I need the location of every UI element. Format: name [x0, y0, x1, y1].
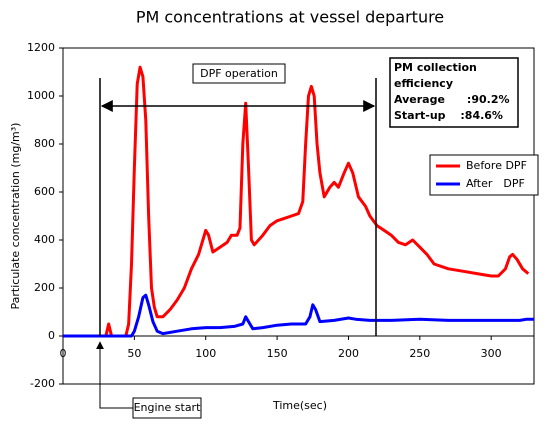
x-tick-label: 0 [60, 347, 67, 360]
y-axis-label: Particulate concentration (mg/m³) [9, 123, 22, 310]
dpf-box [192, 63, 286, 84]
engine-start-label: Engine start [134, 401, 202, 414]
y-tick-label: 800 [34, 137, 55, 150]
y-tick-label: 600 [34, 185, 55, 198]
y-tick-label: 200 [34, 281, 55, 294]
x-tick-label: 50 [127, 347, 141, 360]
y-tick-label: 1000 [27, 89, 55, 102]
chart-title: PM concentrations at vessel departure [136, 8, 444, 27]
y-tick-label: 1200 [27, 41, 55, 54]
x-tick-label: 150 [267, 347, 288, 360]
legend-label: After DPF [466, 177, 525, 190]
x-tick-label: 300 [481, 347, 502, 360]
plot: -200 0 200 400 600 800 1000 1200 0 50 100 150 200 250… [27, 41, 534, 390]
efficiency-average: Average :90.2% [394, 93, 510, 106]
efficiency-box [389, 57, 519, 128]
legend-items: Before DPF After DPF [436, 159, 527, 190]
dpf-label: DPF operation [200, 67, 278, 80]
efficiency-title: PM collection efficiency [394, 61, 477, 90]
y-tick-label: 400 [34, 233, 55, 246]
y-tick-label: 0 [48, 329, 55, 342]
x-axis-label: Time(sec) [272, 399, 327, 412]
series-line [63, 65, 530, 338]
x-tick-label: 200 [338, 347, 359, 360]
legend-label: Before DPF [466, 159, 527, 172]
plot-frame [62, 47, 535, 385]
efficiency-holder: PM collection efficiency Average :90.2% … [394, 60, 514, 124]
efficiency-startup: Start-up :84.6% [394, 109, 503, 122]
y-tick-label: -200 [30, 377, 55, 390]
series-line [63, 293, 534, 338]
engine-start-arrow [96, 341, 133, 409]
x-tick-label: 100 [195, 347, 216, 360]
x-tick-label: 250 [409, 347, 430, 360]
efficiency-text: PM collection efficiency Average :90.2% … [394, 60, 514, 124]
legend [429, 154, 539, 196]
